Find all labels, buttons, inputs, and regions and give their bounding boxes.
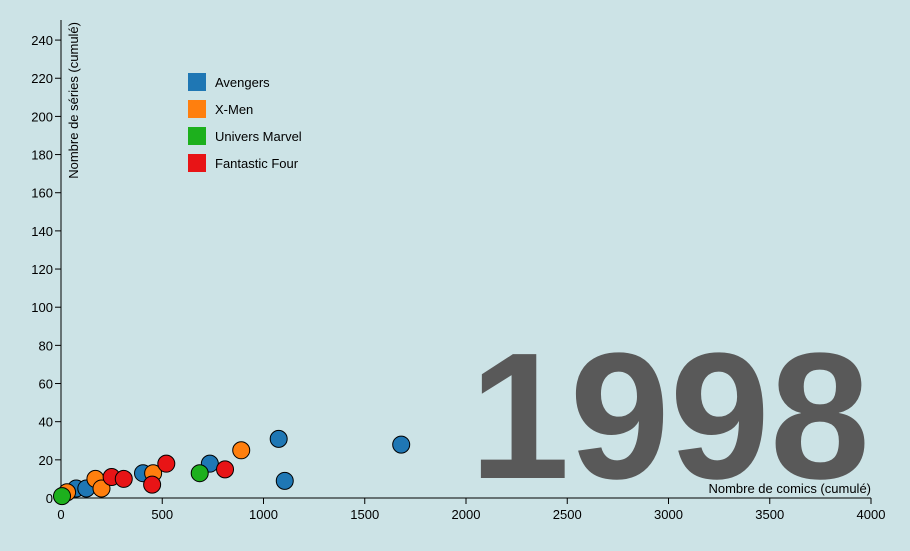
data-point-avengers [269, 429, 288, 448]
y-tick-label: 160 [31, 186, 53, 201]
y-axis-title: Nombre de séries (cumulé) [66, 22, 81, 179]
y-tick-label: 220 [31, 71, 53, 86]
x-tick-label: 2500 [553, 507, 582, 522]
data-point-avengers [392, 435, 411, 454]
y-tick-label: 140 [31, 224, 53, 239]
data-points [53, 429, 411, 506]
data-point-fantastic-four [216, 460, 235, 479]
x-tick-label: 1000 [249, 507, 278, 522]
y-tick-label: 0 [46, 491, 53, 506]
x-tick-label: 1500 [350, 507, 379, 522]
data-point-fantastic-four [157, 454, 176, 473]
legend-swatch-x-men [188, 100, 206, 118]
legend-label-x-men: X-Men [215, 102, 253, 117]
y-tick-label: 240 [31, 33, 53, 48]
x-tick-label: 3000 [654, 507, 683, 522]
x-tick-label: 500 [151, 507, 173, 522]
data-point-avengers [275, 471, 294, 490]
data-point-univers-marvel [190, 464, 209, 483]
y-tick-label: 20 [39, 453, 53, 468]
y-tick-label: 60 [39, 377, 53, 392]
y-axis-ticks: 0 20 40 60 80 100 120 140 160 180 200 220 240 [31, 33, 61, 506]
y-tick-label: 80 [39, 338, 53, 353]
legend-label-fantastic-four: Fantastic Four [215, 156, 299, 171]
y-tick-label: 40 [39, 415, 53, 430]
data-point-x-men [92, 479, 111, 498]
legend-swatch-avengers [188, 73, 206, 91]
x-axis-title: Nombre de comics (cumulé) [708, 481, 871, 496]
x-tick-label: 2000 [452, 507, 481, 522]
x-tick-label: 4000 [857, 507, 886, 522]
legend-swatch-fantastic-four [188, 154, 206, 172]
legend: Avengers X-Men Univers Marvel Fantastic Fou… [188, 73, 302, 172]
y-tick-label: 200 [31, 109, 53, 124]
legend-label-avengers: Avengers [215, 75, 270, 90]
data-point-x-men [232, 441, 251, 460]
y-tick-label: 120 [31, 262, 53, 277]
y-tick-label: 180 [31, 148, 53, 163]
data-point-univers-marvel [53, 487, 72, 506]
x-tick-label: 3500 [755, 507, 784, 522]
x-axis-ticks: 0 500 1000 1500 2000 2500 3000 3500 4000 [57, 498, 885, 522]
x-tick-label: 0 [57, 507, 64, 522]
data-point-fantastic-four [114, 469, 133, 488]
year-label: 1998 [470, 316, 870, 517]
y-tick-label: 100 [31, 300, 53, 315]
data-point-fantastic-four [143, 475, 162, 494]
legend-swatch-univers-marvel [188, 127, 206, 145]
legend-label-univers-marvel: Univers Marvel [215, 129, 302, 144]
